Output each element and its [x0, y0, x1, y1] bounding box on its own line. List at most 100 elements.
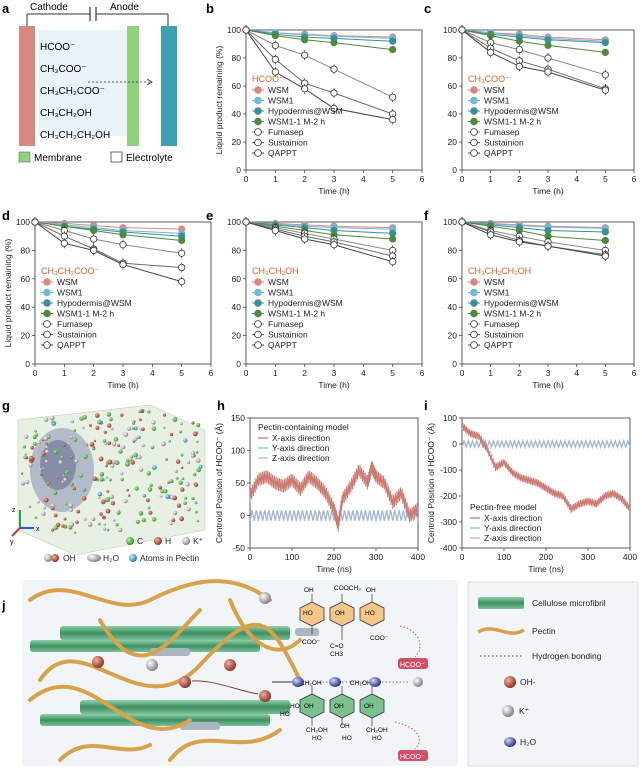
y-tick-label: 0 [236, 359, 241, 369]
data-point-qappt [389, 116, 397, 124]
data-point-hypodermis-wsm [601, 228, 609, 236]
legend-marker-qappt [254, 149, 262, 157]
atom-dot [123, 499, 128, 504]
data-point-fumasep [389, 93, 397, 101]
legend-label-qappt: QAPPT [484, 148, 513, 158]
atom-dot [112, 442, 117, 447]
legend-pectin-atoms: Atoms in Pectin [140, 553, 199, 563]
atom-dot [184, 496, 188, 500]
atom-dot [70, 455, 74, 459]
series-line-y-axis-direction [461, 438, 631, 450]
legend-label-qappt: QAPPT [484, 340, 513, 350]
atom-dot [134, 426, 138, 431]
atom-dot [41, 451, 46, 456]
atom-dot [196, 519, 200, 523]
x-tick-label: 1 [488, 174, 493, 184]
atom-dot [117, 444, 121, 448]
atom-dot [116, 510, 121, 515]
data-point-fumasep [90, 235, 98, 243]
legend-label-z-axis-direction: Z-axis direction [484, 533, 542, 543]
y-axis-label: Centroid Position of HCOO⁻ (Å) [214, 423, 224, 543]
atom-dot [134, 456, 138, 460]
atom-dot [107, 441, 112, 445]
atom-dot [163, 489, 168, 494]
legend-cellulose-swatch [478, 597, 524, 609]
x-tick-label: 100 [285, 552, 299, 562]
atom-dot [113, 519, 116, 522]
atom-dot [39, 468, 42, 471]
atom-dot [170, 495, 175, 500]
chem-label: OH [335, 610, 345, 617]
chem-label: HO [280, 711, 290, 718]
legend-label-wsm1: WSM1 [57, 288, 83, 298]
legend-k-swatch [502, 705, 514, 717]
chart-i-pectin-free: 0 100 200 300 400 -400 -300 -200 -100 0 100 Time (n… [426, 413, 637, 574]
chem-label: CH₂OH [366, 727, 388, 734]
atom-dot [28, 505, 32, 509]
atom-dot [106, 412, 112, 417]
atom-dot [73, 531, 77, 534]
atom-dot [141, 427, 145, 432]
atom-dot [191, 496, 195, 501]
atom-dot [87, 522, 93, 527]
atom-dot [186, 507, 191, 512]
atom-dot [98, 456, 104, 462]
atom-dot [36, 500, 40, 504]
legend-label-sustainion: Sustainion [268, 138, 308, 148]
atom-dot [61, 480, 65, 484]
legend-label-wsm1: WSM1 [268, 288, 294, 298]
atom-dot [151, 420, 156, 425]
chem-label: OH [364, 703, 374, 710]
data-point-qappt [178, 278, 186, 286]
atom-dot [175, 476, 179, 480]
legend-marker-hypodermis-wsm [470, 107, 478, 115]
data-point-qappt [515, 62, 523, 71]
atom-dot [195, 450, 199, 454]
y-axis-label: Centroid Position of HCOO⁻ (Å) [426, 423, 436, 543]
legend-marker-wsm [470, 86, 478, 94]
legend-marker-sustainion [43, 330, 51, 339]
data-point-qappt [601, 86, 609, 94]
legend-label-wsm1: WSM1 [484, 96, 510, 106]
data-point-wsm1-1-m-2-h [271, 31, 279, 40]
data-point-qappt [515, 238, 523, 246]
legend-label-qappt: QAPPT [268, 340, 297, 350]
atom-dot [105, 508, 111, 514]
atom-dot [97, 419, 102, 425]
panel-letter-h: h [217, 398, 225, 413]
x-axis-label: Time (ns) [316, 564, 352, 574]
y-tick-label: 100 [443, 217, 457, 227]
y-tick-label: 80 [21, 245, 31, 255]
atom-dot [103, 430, 107, 434]
data-point-wsm1-1-m-2-h [515, 37, 523, 45]
x-tick-label: 5 [390, 174, 395, 184]
legend-marker-wsm1-1-m-2-h [254, 117, 262, 126]
chem-label: CH₂OH [306, 727, 328, 734]
atom-dot [196, 440, 199, 443]
series-line-x-axis-direction [461, 422, 631, 513]
y-tick-label: 100 [231, 446, 245, 456]
atom-dot [70, 419, 75, 424]
y-tick-label: 40 [448, 302, 458, 312]
atom-dot [117, 527, 123, 533]
atom-dot [22, 445, 26, 449]
atom-dot [43, 497, 49, 503]
atom-dot [105, 475, 109, 479]
panel-letter-c: c [424, 1, 431, 16]
legend-label-y-axis-direction: Y-axis direction [272, 443, 330, 453]
legend-label-hypodermis-wsm: Hypodermis@WSM [268, 298, 343, 308]
atom-dot [20, 472, 24, 475]
chem-label: HO [303, 610, 313, 617]
legend-hydrogen: H [165, 536, 171, 546]
atom-dot [169, 432, 174, 437]
atom-dot [109, 417, 113, 422]
chem-label: OH [304, 703, 314, 710]
atom-dot [162, 413, 167, 417]
data-point-qappt [301, 85, 309, 93]
legend-pectin: Pectin [532, 626, 556, 636]
legend-label-y-axis-direction: Y-axis direction [484, 523, 542, 533]
